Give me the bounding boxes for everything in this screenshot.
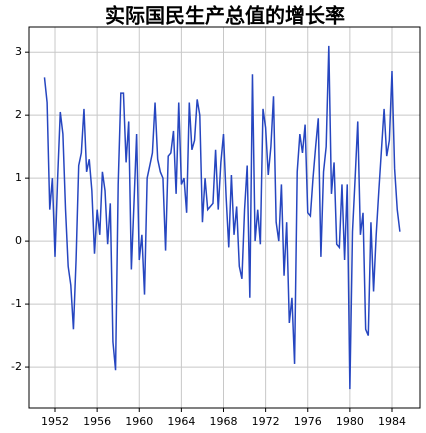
- plot-frame: [28, 26, 421, 409]
- x-tick-label: 1956: [83, 415, 111, 428]
- chart-title: 实际国民生产总值的增长率: [105, 4, 345, 28]
- x-tick-label: 1964: [167, 415, 195, 428]
- x-tick-label: 1952: [41, 415, 69, 428]
- y-tick-label: 0: [15, 234, 22, 247]
- x-tick-label: 1972: [252, 415, 280, 428]
- y-tick-label: 3: [15, 45, 22, 58]
- x-tick-label: 1976: [294, 415, 322, 428]
- y-tick-label: -2: [11, 360, 22, 373]
- y-tick-label: 2: [15, 108, 22, 121]
- line-series: [43, 45, 401, 390]
- y-tick-label: -1: [11, 297, 22, 310]
- x-tick-label: 1980: [336, 415, 364, 428]
- y-tick-label: 1: [15, 171, 22, 184]
- x-tick-label: 1968: [209, 415, 237, 428]
- x-tick-label: 1984: [378, 415, 406, 428]
- x-tick-label: 1960: [125, 415, 153, 428]
